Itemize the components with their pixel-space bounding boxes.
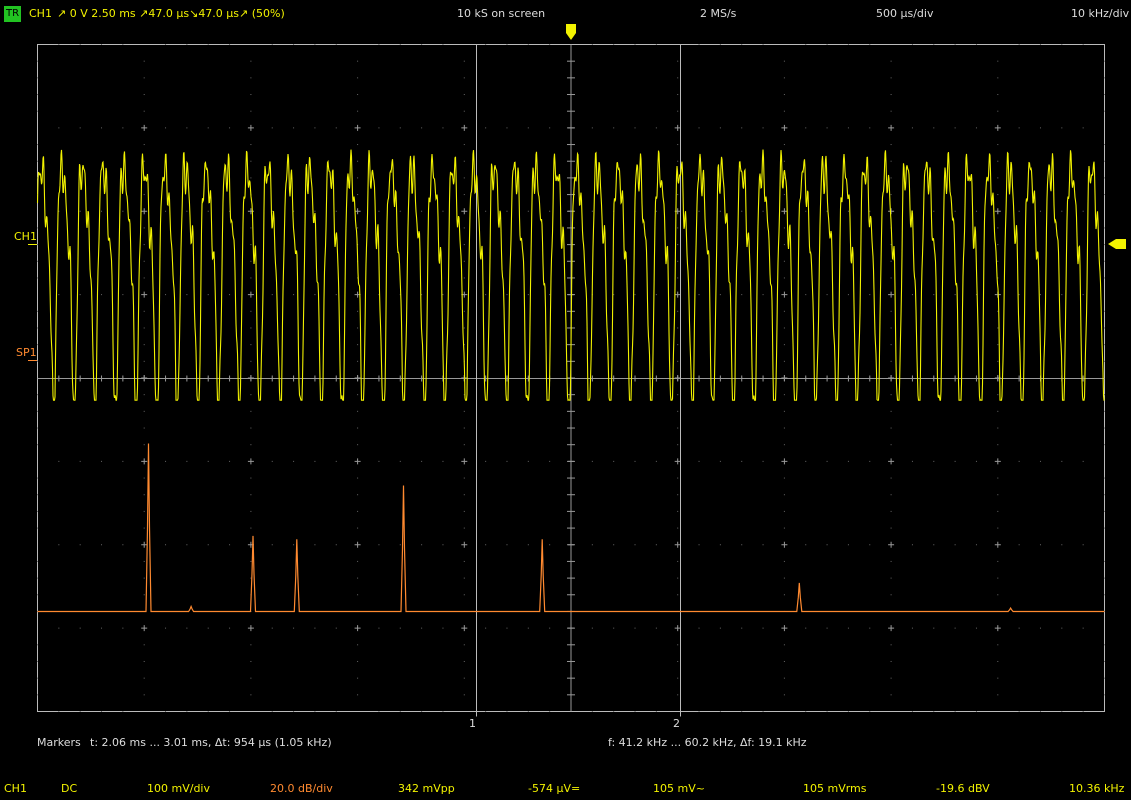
graticule-grid (37, 44, 1105, 712)
status-dbv: -19.6 dBV (936, 782, 990, 795)
status-rms: 105 mVrms (803, 782, 867, 795)
status-channel[interactable]: CH1 (4, 782, 27, 795)
marker-2-label[interactable]: 2 (673, 717, 680, 730)
marker-cursors (476, 44, 681, 717)
sp1-label[interactable]: SP1 (16, 346, 37, 359)
header-channel[interactable]: CH1 (29, 7, 52, 20)
ch1-label[interactable]: CH1 (14, 230, 37, 243)
status-frequency: 10.36 kHz (1069, 782, 1125, 795)
markers-label: Markers (37, 736, 81, 749)
status-dc-mean: -574 µV= (528, 782, 581, 795)
status-db-div[interactable]: 20.0 dB/div (270, 782, 333, 795)
status-ac: 105 mV~ (653, 782, 705, 795)
marker-time-readout: t: 2.06 ms ... 3.01 ms, Δt: 954 µs (1.05… (90, 736, 332, 749)
freq-scale[interactable]: 10 kHz/div (1071, 7, 1130, 20)
sp1-trace (37, 443, 1105, 613)
samples-on-screen: 10 kS on screen (457, 7, 546, 20)
status-vpp: 342 mVpp (398, 782, 455, 795)
trigger-position-icon[interactable] (566, 24, 576, 40)
trigger-badge[interactable]: TR (4, 6, 21, 22)
ch1-trace (36, 149, 1105, 402)
channel-reference-ticks (28, 244, 37, 361)
sample-rate[interactable]: 2 MS/s (700, 7, 737, 20)
marker-1-label[interactable]: 1 (469, 717, 476, 730)
trigger-level-icon[interactable] (1108, 239, 1126, 249)
timebase[interactable]: 500 µs/div (876, 7, 934, 20)
status-volts-div[interactable]: 100 mV/div (147, 782, 210, 795)
status-coupling[interactable]: DC (61, 782, 78, 795)
trigger-settings[interactable]: ↗ 0 V 2.50 ms ↗47.0 µs↘47.0 µs↗ (50%) (57, 7, 285, 20)
marker-freq-readout: f: 41.2 kHz ... 60.2 kHz, Δf: 19.1 kHz (608, 736, 807, 749)
